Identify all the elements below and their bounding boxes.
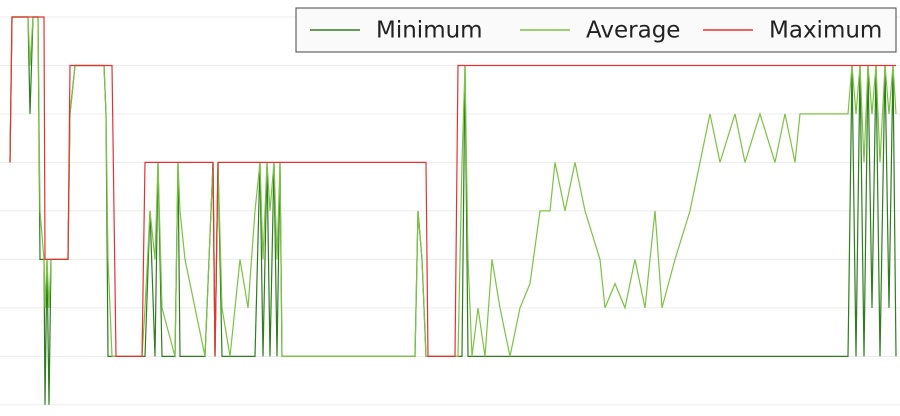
series-line <box>9 16 896 357</box>
legend-label: Maximum <box>769 18 882 44</box>
legend-label: Average <box>586 18 680 44</box>
legend-label: Minimum <box>376 18 483 44</box>
series-line <box>9 16 897 357</box>
legend: Minimum Average Maximum <box>295 7 897 53</box>
legend-box <box>295 7 897 53</box>
